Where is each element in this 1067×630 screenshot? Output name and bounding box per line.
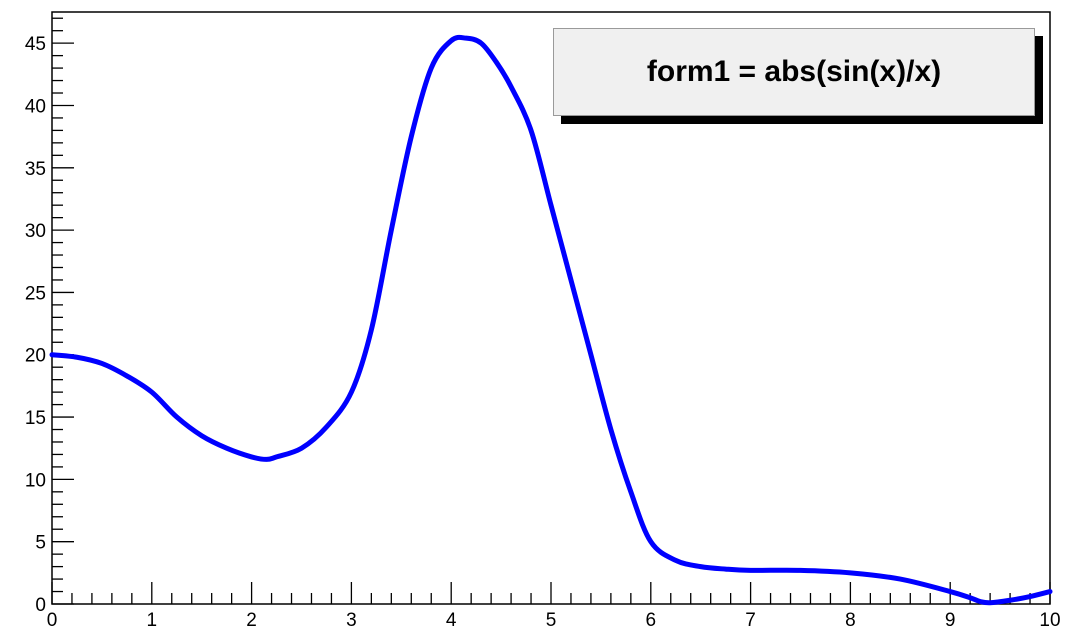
y-tick-label: 10 <box>25 470 46 491</box>
y-axis-tick-labels: 0 5 10 15 20 25 30 35 40 45 <box>25 34 46 616</box>
legend: form1 = abs(sin(x)/x) <box>553 28 1035 116</box>
y-axis-ticks <box>52 17 74 605</box>
y-tick-label: 30 <box>25 221 46 242</box>
x-tick-label: 4 <box>446 610 457 630</box>
x-tick-label: 1 <box>147 610 158 630</box>
y-tick-label: 0 <box>35 595 46 616</box>
y-tick-label: 40 <box>25 96 46 117</box>
x-tick-label: 7 <box>745 610 756 630</box>
x-tick-label: 10 <box>1039 610 1060 630</box>
y-tick-label: 15 <box>25 408 46 429</box>
x-tick-label: 0 <box>47 610 58 630</box>
y-tick-label: 45 <box>25 34 46 55</box>
y-tick-label: 20 <box>25 346 46 367</box>
series-line-form1 <box>49 34 1053 606</box>
y-tick-label: 35 <box>25 159 46 180</box>
x-tick-label: 6 <box>646 610 657 630</box>
y-tick-label: 5 <box>35 533 46 554</box>
x-tick-label: 3 <box>346 610 357 630</box>
x-axis-tick-labels: 0 1 2 3 4 5 6 7 8 9 10 <box>47 610 1061 630</box>
y-tick-label: 25 <box>25 283 46 304</box>
x-axis-ticks <box>51 582 1051 604</box>
x-tick-label: 9 <box>945 610 956 630</box>
legend-entry-form1: form1 = abs(sin(x)/x) <box>646 55 942 88</box>
x-tick-label: 8 <box>845 610 856 630</box>
x-tick-label: 2 <box>246 610 257 630</box>
x-tick-label: 5 <box>546 610 557 630</box>
